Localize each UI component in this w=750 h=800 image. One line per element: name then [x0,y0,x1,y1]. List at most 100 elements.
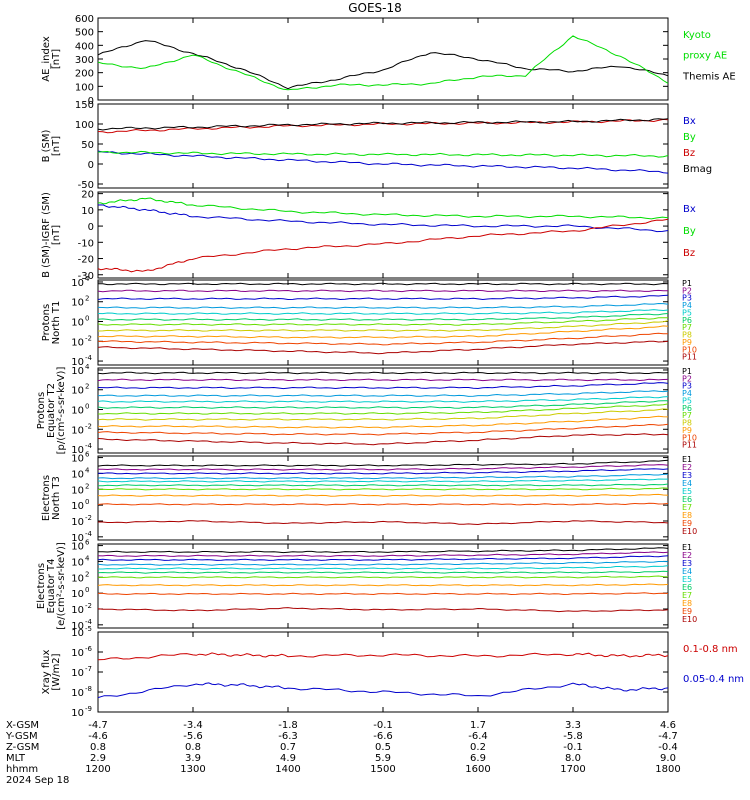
legend-label: P6 [682,404,692,413]
legend-label: P1 [682,279,692,288]
y-tick-label: 10 [71,668,84,679]
series-line-p1 [97,371,669,375]
y-tick-exponent: 2 [85,482,89,490]
legend-label: P11 [682,353,697,362]
x-row-value: 1500 [370,764,395,775]
series-line-p7 [98,403,669,415]
series-line-e9 [98,592,669,596]
x-row-value: 1300 [180,764,205,775]
y-tick-label: -10 [78,238,94,249]
y-tick-exponent: 2 [85,383,89,391]
y-tick-exponent: -4 [85,530,93,538]
y-tick-label: 10 [71,501,84,512]
legend-label: Bx [683,204,696,215]
y-tick-exponent: 0 [85,586,89,594]
x-row-value: -6.6 [373,731,393,742]
legend-label: E2 [682,463,692,472]
x-row-value: 0.7 [280,742,296,753]
y-axis-label: [nT] [51,225,62,245]
series-line-p8 [97,320,669,332]
y-tick-label: 10 [71,454,84,465]
series-line-p3 [97,382,669,390]
legend-label: E5 [682,575,692,584]
y-tick-exponent: -9 [85,705,92,713]
x-row-value: -6.3 [278,731,298,742]
series-line-p10 [97,423,669,436]
y-tick-label: 10 [71,278,84,289]
y-tick-label: 0 [88,96,94,107]
x-row-value: 5.9 [375,753,391,764]
y-tick-exponent: 2 [85,570,89,578]
legend-label: E4 [682,479,692,488]
legend-label: P2 [682,286,692,295]
series-line-e2 [98,464,669,471]
panel-frame [97,103,669,189]
x-row-value: 1700 [560,764,585,775]
legend-label: P7 [682,323,692,332]
series-line-p2 [97,378,669,382]
x-row-value: -3.4 [183,720,203,731]
y-tick-exponent: -7 [85,665,92,673]
x-row-value: -5.6 [183,731,203,742]
series-line-bmag [97,118,669,131]
y-tick-label: 300 [75,55,94,66]
y-tick-exponent: -2 [85,602,92,610]
series-line-0-05-0-4-nm [97,682,669,699]
y-tick-label: 600 [75,14,94,25]
legend-label: By [683,132,696,143]
legend-label: Bz [683,148,695,159]
legend-label: By [683,226,696,237]
x-axis-table: X-GSM -4.7 -3.4 -1.8 -0.1 1.7 3.3 4.6Y-GSM -4.6-… [5,720,681,786]
series-line-p11 [97,433,669,446]
y-axis-label: North T1 [51,301,62,345]
x-row-value: 4.6 [660,720,676,731]
y-tick-label: 10 [71,318,84,329]
legend-label: P3 [682,294,692,303]
y-axis-label: [p/(cm²-s-sr-keV)] [56,367,67,455]
y-tick-label: 10 [71,445,84,456]
series-line-e1 [97,547,669,554]
y-axis-label: Protons [36,392,47,429]
series-line-by [98,197,669,220]
legend-label: E8 [682,599,692,608]
x-row-value: -0.1 [563,742,583,753]
y-tick-exponent: 4 [85,363,90,371]
legend-label: 0.05-0.4 nm [683,674,744,685]
y-tick-label: 10 [71,621,84,632]
x-row-value: -4.6 [88,731,108,742]
y-tick-label: 100 [75,82,94,93]
legend-label: P10 [682,345,697,354]
y-axis-label: [nT] [51,49,62,69]
series-line-e8 [97,493,669,497]
y-tick-exponent: -2 [85,422,92,430]
y-axis-label: B (SM)-IGRF (SM) [41,192,52,278]
y-tick-label: 100 [75,120,94,131]
x-row-value: 0.2 [470,742,486,753]
x-row-value: 6.9 [470,753,486,764]
series-line-p6 [97,400,668,409]
panel-3: -30 -20 -10 0 10 20 B (SM)-IGRF (SM) [nT] Bx By Bz [41,190,696,282]
legend-label: E6 [682,495,692,504]
series-line-p1 [97,282,669,286]
series-line-e7 [97,487,669,491]
panel-frame [97,191,669,279]
y-tick-exponent: 4 [85,466,90,474]
legend-label: P8 [682,419,692,428]
legend-label: P3 [682,382,692,391]
series-line-e6 [97,570,669,574]
plot-title: GOES-18 [348,1,402,15]
series-line-e1 [97,459,669,467]
y-tick-label: 10 [71,357,84,368]
x-row-label: X-GSM [6,720,39,731]
y-tick-label: 500 [75,28,94,39]
y-tick-label: 10 [71,485,84,496]
series-line-e4 [97,473,669,480]
y-tick-label: 10 [71,406,84,417]
legend-label: proxy AE [683,51,727,62]
series-line-p2 [97,289,669,293]
x-row-value: 1400 [275,764,300,775]
y-tick-label: 400 [75,41,94,52]
series-line-p4 [97,302,669,310]
